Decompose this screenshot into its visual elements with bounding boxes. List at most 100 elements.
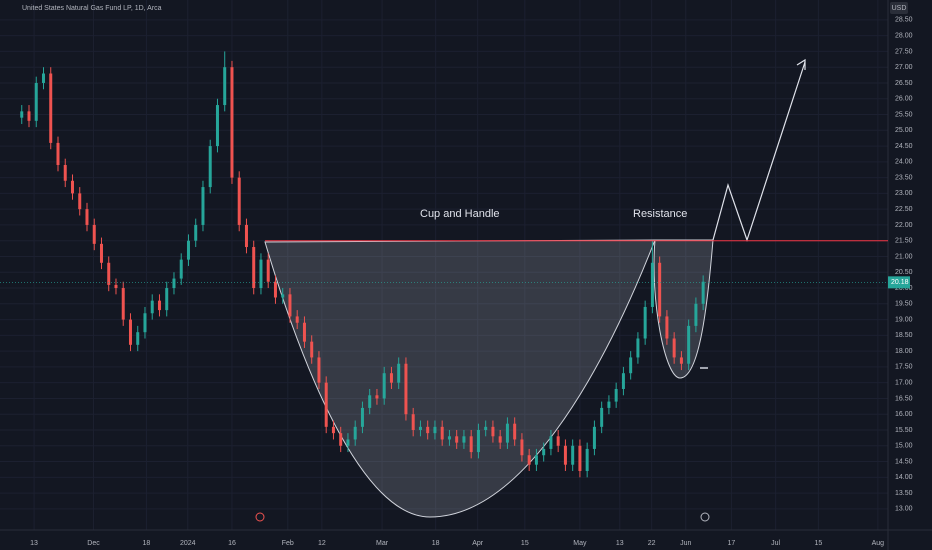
candle-body: [621, 373, 625, 389]
x-tick-label: 15: [815, 540, 823, 547]
resistance-label: Resistance: [633, 208, 687, 220]
candle-body: [411, 414, 415, 430]
candle-body: [157, 300, 161, 311]
candle-body: [353, 426, 357, 440]
candle-body: [302, 322, 306, 342]
y-tick-label: 18.50: [895, 332, 913, 339]
candle-body: [592, 426, 596, 449]
candle-body: [34, 82, 38, 121]
y-tick-label: 26.00: [895, 96, 913, 103]
candle-body: [201, 187, 205, 225]
candle-body: [150, 300, 154, 314]
y-tick-label: 23.00: [895, 190, 913, 197]
candle-body: [426, 426, 430, 434]
y-tick-label: 14.00: [895, 474, 913, 481]
candle-body: [672, 338, 676, 358]
candle-body: [484, 426, 488, 430]
candle-body: [571, 445, 575, 465]
candle-body: [288, 294, 292, 317]
x-tick-label: Jul: [771, 540, 780, 547]
y-tick-label: 15.50: [895, 427, 913, 434]
candle-body: [143, 313, 147, 333]
x-tick-label: Jun: [680, 540, 691, 547]
candle-body: [20, 111, 24, 118]
candle-body: [107, 262, 111, 285]
candle-body: [440, 426, 444, 440]
candle-body: [114, 284, 118, 289]
candle-body: [63, 164, 67, 181]
candle-body: [694, 303, 698, 326]
candle-body: [578, 445, 582, 472]
candle-body: [179, 259, 183, 279]
candle-body: [99, 243, 103, 263]
y-tick-label: 13.00: [895, 506, 913, 513]
candle-body: [375, 395, 379, 399]
x-tick-label: Feb: [282, 540, 294, 547]
y-tick-label: 13.50: [895, 490, 913, 497]
candle-body: [346, 439, 350, 446]
candle-body: [382, 373, 386, 399]
y-tick-label: 21.50: [895, 238, 913, 245]
candle-body: [78, 193, 82, 210]
candle-body: [186, 240, 190, 260]
y-tick-label: 22.00: [895, 222, 913, 229]
x-tick-label: Mar: [376, 540, 389, 547]
y-tick-label: 16.00: [895, 411, 913, 418]
x-tick-label: 12: [318, 540, 326, 547]
candle-body: [194, 224, 198, 241]
y-tick-label: 14.50: [895, 458, 913, 465]
candle-body: [447, 436, 451, 440]
y-tick-label: 20.50: [895, 269, 913, 276]
y-tick-label: 26.50: [895, 80, 913, 87]
x-tick-label: 18: [143, 540, 151, 547]
candle-body: [505, 423, 509, 443]
candle-body: [389, 373, 393, 383]
x-tick-label: 18: [432, 540, 440, 547]
candle-body: [476, 429, 480, 453]
x-tick-label: 2024: [180, 540, 196, 547]
y-tick-label: 15.00: [895, 443, 913, 450]
candle-body: [324, 382, 328, 427]
candle-body: [237, 177, 241, 225]
symbol-title: United States Natural Gas Fund LP, 1D, A…: [22, 5, 162, 12]
candle-body: [513, 423, 517, 440]
candle-body: [556, 436, 560, 446]
candle-body: [687, 325, 691, 364]
candle-body: [498, 436, 502, 443]
y-tick-label: 18.00: [895, 348, 913, 355]
candle-body: [585, 448, 589, 472]
y-tick-label: 20.00: [895, 285, 913, 292]
handle-shape: [653, 239, 714, 379]
y-tick-label: 21.00: [895, 253, 913, 260]
candle-body: [273, 281, 277, 298]
candle-body: [295, 316, 299, 323]
candle-body: [600, 407, 604, 427]
candle-body: [49, 73, 53, 143]
candle-body: [136, 332, 140, 345]
y-tick-label: 17.00: [895, 380, 913, 387]
pattern-label: Cup and Handle: [420, 208, 500, 220]
candle-body: [462, 436, 466, 443]
candle-body: [679, 357, 683, 364]
candle-body: [41, 73, 45, 83]
candle-body: [404, 363, 408, 415]
candle-body: [259, 259, 263, 289]
candles: [20, 51, 705, 478]
arrow-head: [796, 58, 806, 70]
y-tick-label: 27.50: [895, 48, 913, 55]
candle-body: [636, 338, 640, 358]
currency: USD: [892, 5, 907, 12]
candle-body: [433, 426, 437, 434]
candle-body: [56, 142, 60, 165]
candle-body: [491, 426, 495, 437]
candle-body: [607, 401, 611, 408]
last-price-box: [888, 276, 910, 289]
candle-body: [230, 67, 234, 178]
y-tick-label: 25.00: [895, 127, 913, 134]
candle-body: [266, 259, 270, 282]
x-tick-label: 17: [728, 540, 736, 547]
x-tick-label: May: [573, 540, 587, 547]
